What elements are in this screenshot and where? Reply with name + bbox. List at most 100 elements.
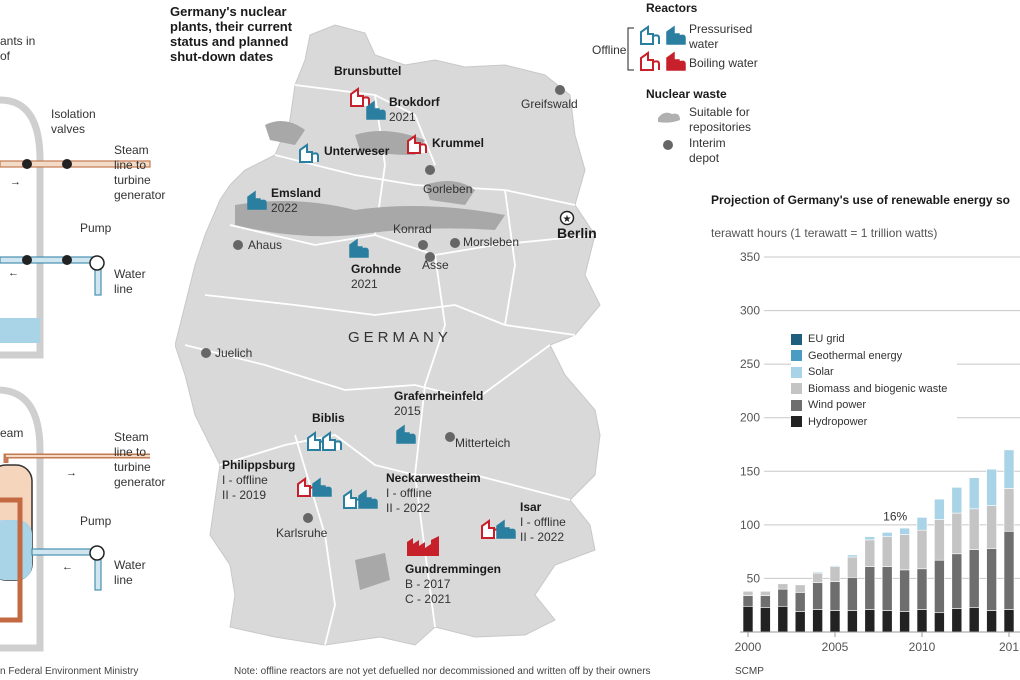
left-header-line1: ants in [0,34,36,48]
interim-depot-markers [201,85,565,523]
bar-segment [916,568,928,610]
depot-label-greifswald: Greifswald [521,97,578,111]
legend-item-eu-grid: EU grid [808,333,845,346]
bar-segment [812,609,823,633]
legend-item-wind: Wind power [808,399,867,412]
pwr-water-pool [0,318,40,343]
bar-segment [829,610,841,633]
bar-segment [847,610,858,633]
bar-segment [812,582,823,610]
reactor-pressurised-active-icon [246,189,268,211]
plant-label-brunsbuttel: Brunsbuttel [334,64,402,78]
legend-repository-swatch [658,112,680,123]
x-tick-label: 201 [999,640,1019,654]
y-tick-label: 300 [740,304,760,318]
isolation-valve [22,159,32,169]
steam-line-pipe [0,160,151,168]
bar-segment [899,569,910,612]
bar-segment [881,566,893,611]
annotation-label: 16% [883,509,907,523]
legend-boiling-label: Boiling water [689,56,758,70]
pwr-containment-wall [0,96,44,359]
bar-segment [899,534,910,571]
bar-segment [864,609,876,633]
svg-text:←: ← [62,561,73,573]
bar-segment [864,539,876,567]
capital-label: Berlin [557,225,597,241]
state-borders [184,84,596,646]
bar-segment [864,536,876,541]
bar-segment [864,566,876,610]
depot-label-gorleben: Gorleben [423,182,473,196]
x-tick-label: 2005 [822,640,849,654]
bar-segment [934,498,945,520]
bar-segment [986,505,997,549]
water-line-label-bottom: Water line [114,558,146,587]
bar-segment [1003,449,1015,489]
bar-segment [916,517,928,531]
legend-depot-label: Interim depot [689,136,726,165]
y-tick-label: 200 [740,411,760,425]
bar-segment [986,610,997,633]
depot-dot-asse [425,252,435,262]
y-tick-label: 100 [740,518,760,532]
depot-dot-ahaus [233,240,243,250]
legend-item-solar: Solar [808,366,834,379]
y-tick-label: 50 [747,571,761,585]
flow-arrow-left-icon: ← [8,267,19,279]
bar-segment [951,512,963,555]
y-tick-label: 250 [740,357,760,371]
y-tick-label: 350 [740,250,760,264]
steam-line-label-top: Steam line to turbine generator [114,143,166,202]
chart-ylabel: terawatt hours (1 terawatt = 1 trillion … [711,226,938,240]
plant-label-philippsburg: Philippsburg I - offline II - 2019 [222,458,296,502]
plant-label-emsland: Emsland 2022 [271,186,322,215]
svg-text:→: → [66,467,77,479]
bar-segment [777,588,789,607]
legend-repositories-label: Suitable for repositories [689,105,752,134]
reactor-boiling-active-icon [407,536,439,556]
bar-segment [829,581,841,611]
bar-segment [934,612,945,633]
map-title: Germany's nuclear plants, their current s… [170,4,293,64]
pump-icon [89,255,105,271]
bar-segment [968,508,980,550]
bar-segment [829,565,841,567]
bar-segment [916,529,928,570]
bar-segment [934,559,945,614]
legend-item-biomass: Biomass and biogenic waste [808,382,948,395]
reactor-pressurised-active-icon [311,476,333,498]
left-header-line2: of [0,49,11,63]
plant-label-grafenrheinfeld: Grafenrheinfeld 2015 [394,389,484,418]
legend-depot-dot [663,140,673,150]
bar-segment [777,583,789,590]
reactor-diagrams: → ← → ← [0,96,151,652]
isolation-valves-label: Isolation valves [51,107,96,136]
bar-segment [760,607,771,633]
plant-label-brokdorf: Brokdorf 2021 [389,95,440,124]
pump-label-bottom: Pump [80,514,112,528]
pump-icon [89,545,105,561]
y-tick-label: 150 [740,464,760,478]
plant-label-grohnde: Grohnde 2021 [351,262,401,291]
depot-dot-konrad [418,240,428,250]
plant-label-neckarwestheim: Neckarwestheim I - offline II - 2022 [386,471,481,515]
bar-segment [899,527,910,535]
depot-dot-karlsruhe [303,513,313,523]
reactor-pressurised-offline-icon [321,430,343,452]
bar-segment [951,553,963,609]
bar-segment [968,477,980,510]
legend-pressurised-label: Pressurised water [689,22,753,51]
country-label: GERMANY [348,329,452,346]
bar-segment [1003,488,1015,532]
plant-label-krummel: Krummel [432,136,485,150]
legend-offline-label: Offline [592,43,627,57]
bar-segment [777,605,789,633]
reactor-pressurised-active-icon [495,518,517,540]
reactor-pressurised-offline-icon [298,142,320,164]
reactor-pressurised-active-icon [365,99,387,121]
bar-segment [881,610,893,633]
bwr-containment-wall [0,386,44,652]
bar-segment [951,608,963,633]
legend-reactors-title: Reactors [646,1,698,15]
